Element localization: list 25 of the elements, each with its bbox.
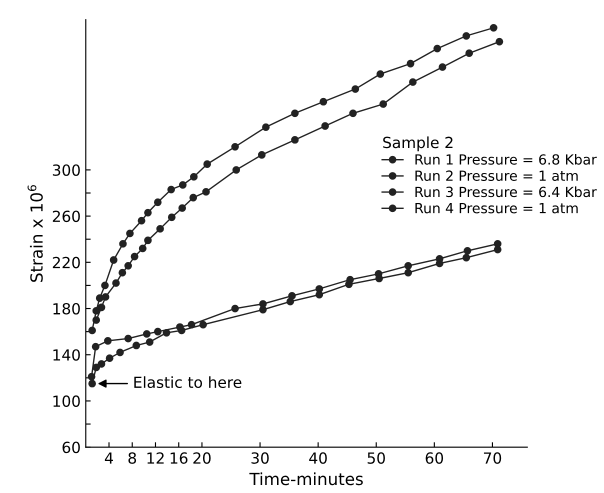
y-tick-label: 140 — [53, 349, 80, 361]
x-tick-label: 40 — [309, 452, 327, 464]
x-tick-label: 30 — [252, 452, 269, 464]
legend-title: Sample 2 — [383, 136, 452, 152]
y-tick-label: 300 — [52, 164, 80, 176]
y-tick-label: 60 — [62, 442, 80, 454]
y-tick-label: 220 — [52, 256, 80, 268]
x-tick-label: 16 — [170, 452, 188, 464]
legend-label: Run 1 Pressure = 6.8 Kbar — [415, 154, 597, 165]
annotation: Elastic to here — [134, 376, 242, 388]
x-tick-label: 4 — [104, 452, 114, 464]
x-tick-label: 8 — [128, 452, 136, 464]
y-tick-label: 100 — [53, 395, 80, 407]
y-axis-title: Strain x 10$^{6}$ — [28, 185, 43, 282]
x-tick-label: 70 — [484, 452, 502, 464]
x-tick-label: 20 — [193, 452, 211, 464]
x-tick-label: 12 — [147, 452, 164, 464]
x-tick-label: 50 — [368, 452, 385, 464]
y-tick-label: 260 — [52, 210, 80, 222]
legend-label: Run 3 Pressure = 6.4 Kbar — [415, 186, 597, 198]
x-axis-title: Time-minutes — [249, 472, 363, 486]
y-tick-label: 180 — [53, 302, 80, 315]
x-tick-label: 60 — [426, 452, 444, 464]
legend-label: Run 2 Pressure = 1 atm — [415, 170, 578, 181]
legend-label: Run 4 Pressure = 1 atm — [415, 203, 578, 214]
